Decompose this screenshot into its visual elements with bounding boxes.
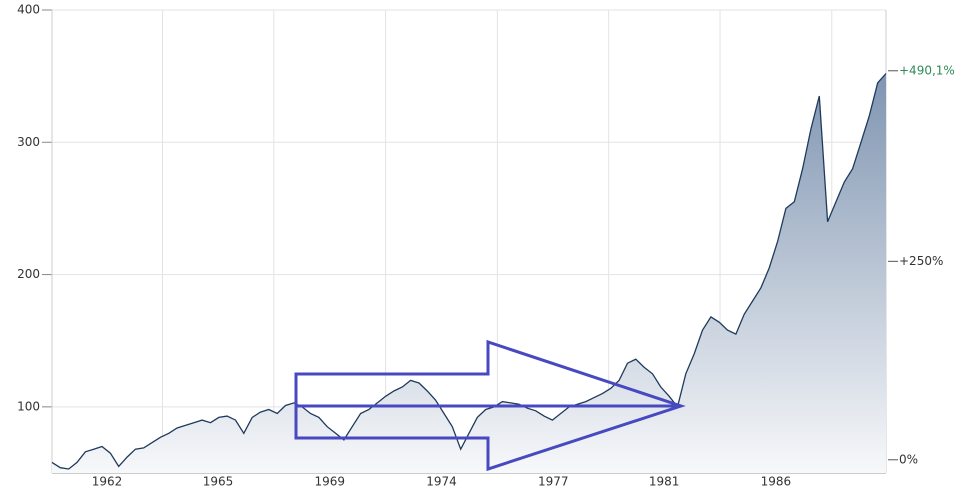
y-tick-label: 400 [17,3,40,17]
y2-tick-label: +250% [899,254,943,268]
price-line [51,73,887,470]
y-tick-label: 200 [17,267,40,281]
x-tick-label: 1977 [538,475,569,489]
y2-tick-label: +490,1% [899,63,955,77]
y-tick-label: 100 [17,399,40,413]
x-tick-label: 1965 [203,475,234,489]
y-tick-label: 300 [17,135,40,149]
x-tick-label: 1962 [92,475,123,489]
x-tick-label: 1986 [761,475,792,489]
x-tick-label: 1974 [426,475,457,489]
area-fill [52,73,886,473]
arrow-annotation [294,339,686,472]
x-tick-label: 1981 [649,475,680,489]
y2-tick-label: 0% [899,452,918,466]
x-tick-label: 1969 [314,475,345,489]
